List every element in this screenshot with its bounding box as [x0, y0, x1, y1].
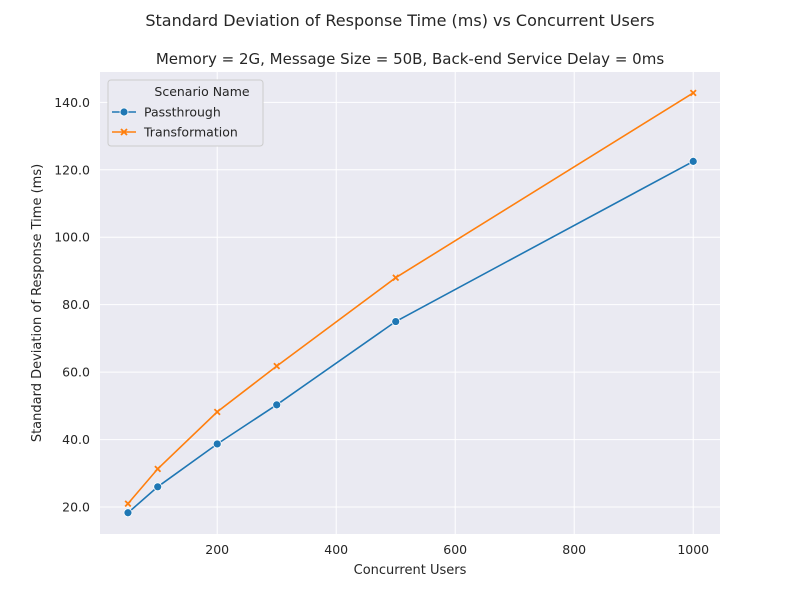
- data-point-transformation: [392, 274, 400, 282]
- x-tick-label: 600: [443, 542, 467, 557]
- data-point-transformation: [154, 465, 162, 473]
- y-tick-label: 20.0: [62, 500, 90, 515]
- y-tick-label: 60.0: [62, 365, 90, 380]
- data-point-passthrough: [123, 508, 133, 518]
- chart-suptitle: Standard Deviation of Response Time (ms)…: [145, 11, 654, 30]
- data-point-passthrough: [688, 156, 698, 166]
- legend-title: Scenario Name: [154, 84, 250, 99]
- legend: Scenario Name Passthrough Transformation: [107, 79, 264, 147]
- x-axis-label: Concurrent Users: [354, 563, 467, 578]
- ticks: 200 400 600 800 1000 20.0 40.0 60.0 80.0 100.0 120…: [54, 95, 709, 557]
- plot-area: [100, 72, 720, 534]
- y-tick-label: 120.0: [54, 162, 90, 177]
- data-point-transformation: [273, 362, 281, 370]
- legend-marker-passthrough: [119, 107, 129, 117]
- gridlines: [100, 72, 720, 534]
- x-tick-label: 400: [324, 542, 348, 557]
- x-tick-label: 1000: [677, 542, 709, 557]
- series-layer: [123, 89, 698, 518]
- data-point-passthrough: [212, 439, 222, 449]
- x-tick-label: 200: [205, 542, 229, 557]
- data-point-passthrough: [153, 482, 163, 492]
- data-point-passthrough: [391, 317, 401, 326]
- chart-title: Memory = 2G, Message Size = 50B, Back-en…: [156, 50, 664, 68]
- legend-marker-transformation: [120, 128, 128, 136]
- y-tick-label: 140.0: [54, 95, 90, 110]
- data-point-transformation: [689, 89, 697, 97]
- legend-label-transformation: Transformation: [143, 125, 238, 140]
- y-tick-label: 100.0: [54, 230, 90, 245]
- series-line-passthrough: [127, 160, 694, 514]
- data-point-transformation: [213, 408, 221, 416]
- x-tick-label: 800: [562, 542, 586, 557]
- y-tick-label: 40.0: [62, 432, 90, 447]
- y-axis-label: Standard Deviation of Response Time (ms): [30, 164, 45, 442]
- series-line-transformation: [127, 92, 694, 505]
- legend-box: [107, 79, 264, 147]
- data-point-passthrough: [272, 400, 282, 410]
- legend-label-passthrough: Passthrough: [144, 105, 221, 120]
- y-tick-label: 80.0: [62, 297, 90, 312]
- data-point-transformation: [124, 500, 132, 508]
